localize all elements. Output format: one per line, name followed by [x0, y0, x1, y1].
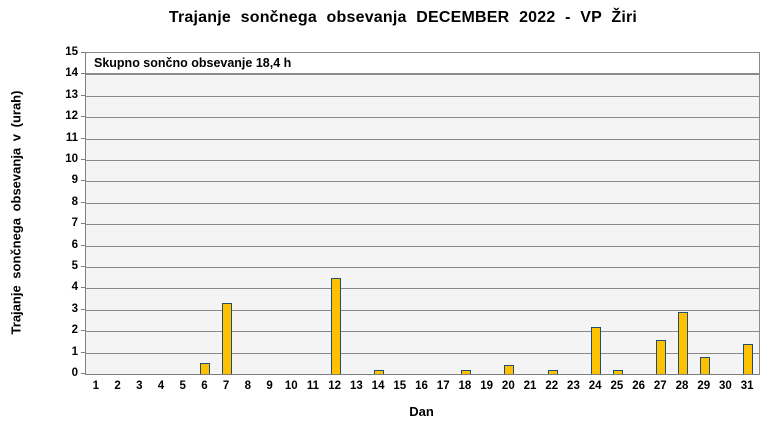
y-axis-title: Trajanje sončnega obsevanja v (urah)	[8, 90, 24, 335]
x-tick-label-20: 20	[501, 380, 515, 392]
x-tick-label-13: 13	[349, 380, 363, 392]
x-tick-label-28: 28	[675, 380, 689, 392]
x-tick-label-2: 2	[114, 380, 121, 392]
gridline-y4	[86, 288, 759, 290]
y-tick-label-1: 1	[71, 345, 78, 358]
x-tick-label-24: 24	[588, 380, 602, 392]
x-tick-label-1: 1	[92, 380, 100, 392]
y-tick-mark-12	[81, 116, 86, 118]
x-tick-label-31: 31	[740, 380, 754, 392]
y-tick-mark-14	[81, 73, 86, 75]
x-tick-label-11: 11	[306, 380, 320, 392]
y-tick-mark-15	[81, 52, 86, 53]
x-tick-label-27: 27	[653, 380, 667, 392]
gridline-y5	[86, 267, 759, 268]
gridline-y3	[86, 309, 759, 311]
x-tick-label-6: 6	[201, 380, 208, 392]
bar-day-12	[330, 277, 341, 374]
y-tick-label-15: 15	[65, 46, 78, 58]
y-tick-mark-7	[81, 223, 86, 225]
bar-day-20	[504, 365, 515, 374]
x-axis-title: Dan	[409, 404, 434, 419]
y-tick-label-3: 3	[71, 302, 78, 315]
bar-day-18	[460, 369, 471, 374]
bar-day-22	[547, 369, 558, 374]
y-tick-mark-11	[81, 137, 86, 139]
gridline-y8	[86, 202, 759, 204]
y-tick-mark-9	[81, 180, 86, 182]
x-tick-label-14: 14	[371, 380, 385, 392]
y-tick-label-2: 2	[71, 324, 78, 337]
y-tick-label-10: 10	[65, 153, 78, 165]
gridline-y11	[86, 138, 759, 140]
x-tick-label-15: 15	[393, 380, 407, 392]
y-tick-mark-0	[81, 373, 86, 374]
x-tick-label-8: 8	[244, 380, 252, 392]
x-tick-label-21: 21	[523, 380, 537, 392]
x-tick-label-26: 26	[632, 380, 645, 392]
y-tick-mark-2	[81, 330, 86, 332]
y-tick-mark-3	[81, 308, 86, 310]
x-tick-label-7: 7	[222, 380, 230, 392]
y-tick-label-5: 5	[71, 260, 78, 272]
gridline-y2	[86, 331, 759, 333]
y-tick-mark-1	[81, 351, 86, 353]
bar-day-27	[656, 339, 667, 374]
chart-title: Trajanje sončnega obsevanja DECEMBER 202…	[168, 9, 638, 26]
y-tick-label-4: 4	[71, 281, 78, 294]
gridline-y1	[86, 352, 759, 354]
x-tick-label-18: 18	[458, 380, 472, 392]
x-tick-label-3: 3	[136, 380, 143, 392]
y-tick-label-0: 0	[71, 367, 78, 379]
y-tick-label-6: 6	[71, 238, 78, 251]
x-tick-label-22: 22	[545, 380, 559, 392]
gridline-y7	[86, 224, 759, 226]
y-tick-label-14: 14	[65, 67, 78, 80]
annotation-box: Skupno sončno obsevanje 18,4 h	[86, 53, 759, 74]
y-tick-label-9: 9	[71, 174, 78, 187]
annotation-text: Skupno sončno obsevanje 18,4 h	[94, 56, 292, 70]
y-tick-label-7: 7	[71, 217, 78, 230]
bar-day-25	[612, 369, 623, 374]
x-tick-label-29: 29	[697, 380, 711, 392]
y-tick-mark-4	[81, 287, 86, 289]
x-tick-label-19: 19	[480, 380, 494, 392]
x-tick-label-4: 4	[157, 380, 165, 392]
bar-day-29	[699, 356, 710, 374]
y-tick-label-13: 13	[65, 88, 78, 101]
bar-day-31	[743, 344, 754, 374]
x-tick-label-5: 5	[179, 380, 186, 392]
y-tick-mark-10	[81, 159, 86, 160]
gridline-y14	[86, 74, 759, 76]
gridline-y13	[86, 95, 759, 97]
gridline-y6	[86, 245, 759, 247]
bar-day-6	[200, 363, 211, 374]
y-tick-mark-6	[81, 244, 86, 246]
x-tick-label-23: 23	[567, 380, 580, 392]
y-tick-mark-5	[81, 266, 86, 267]
y-tick-mark-13	[81, 94, 86, 96]
bar-day-24	[591, 326, 602, 374]
bar-day-14	[374, 369, 385, 374]
y-tick-label-11: 11	[65, 131, 78, 144]
x-tick-label-25: 25	[610, 380, 624, 392]
plot-area: Skupno sončno obsevanje 18,4 h	[85, 52, 760, 375]
x-tick-label-9: 9	[266, 380, 273, 392]
x-tick-label-16: 16	[415, 380, 428, 392]
x-tick-label-10: 10	[284, 380, 298, 392]
bar-day-28	[678, 311, 689, 374]
y-tick-label-8: 8	[71, 195, 78, 208]
bar-day-7	[222, 303, 233, 374]
gridline-y10	[86, 160, 759, 161]
gridline-y12	[86, 117, 759, 119]
x-tick-label-30: 30	[719, 380, 732, 392]
x-tick-label-17: 17	[436, 380, 450, 392]
x-tick-label-12: 12	[328, 380, 342, 392]
y-tick-mark-8	[81, 201, 86, 203]
gridline-y9	[86, 181, 759, 183]
y-tick-label-12: 12	[65, 110, 78, 123]
